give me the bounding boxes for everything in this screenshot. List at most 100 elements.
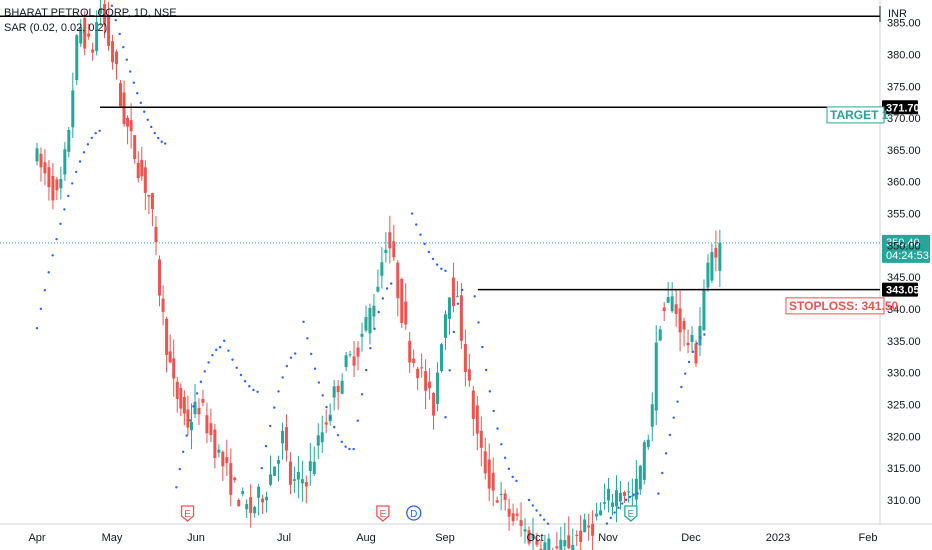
sar-dot bbox=[385, 287, 389, 290]
sar-dot bbox=[329, 416, 332, 419]
candle-body bbox=[312, 461, 316, 474]
candle-body bbox=[348, 354, 352, 356]
candle-body bbox=[245, 504, 249, 510]
candle-body bbox=[714, 247, 718, 258]
candle-body bbox=[225, 457, 229, 464]
level-price-tag[interactable] bbox=[882, 282, 918, 297]
sar-dot bbox=[218, 346, 222, 349]
candle-body bbox=[630, 495, 634, 497]
candle-body bbox=[51, 175, 55, 201]
candle-body bbox=[179, 388, 183, 409]
sar-dot bbox=[632, 493, 635, 496]
sar-dot bbox=[336, 434, 340, 437]
dividend-marker[interactable] bbox=[406, 505, 422, 521]
candle-body bbox=[674, 304, 678, 314]
candle-body bbox=[404, 301, 408, 325]
sar-dot bbox=[484, 368, 488, 372]
candle-body bbox=[479, 430, 483, 448]
earnings-marker[interactable] bbox=[624, 505, 638, 522]
sar-dot bbox=[695, 342, 698, 345]
level-price-label[interactable]: 371.70 bbox=[886, 102, 920, 114]
sar-dot bbox=[231, 358, 234, 361]
sar-dot bbox=[302, 320, 305, 323]
candle-body bbox=[324, 422, 328, 425]
sar-dot bbox=[461, 288, 464, 292]
sar-dot bbox=[227, 349, 230, 352]
time-tick-label: Nov bbox=[598, 532, 618, 544]
earnings-marker[interactable] bbox=[376, 505, 390, 522]
candle-body bbox=[447, 297, 451, 319]
sar-dot bbox=[661, 471, 664, 475]
symbol-title[interactable]: BHARAT PETROL CORP, 1D, NSE bbox=[4, 7, 177, 19]
indicator-label[interactable]: SAR (0.02, 0.02, 0.2) bbox=[4, 22, 108, 34]
candle-body bbox=[666, 297, 670, 303]
candle-body bbox=[47, 167, 51, 188]
candle-body bbox=[280, 430, 284, 444]
last-price-tag[interactable] bbox=[882, 234, 930, 263]
price-axis[interactable]: 310.00 315.00 320.00 325.00 330.00 335.00 340.… bbox=[879, 6, 921, 507]
candle-body bbox=[122, 92, 126, 125]
candle-body bbox=[67, 129, 71, 152]
candle-body bbox=[292, 479, 296, 481]
sar-dot bbox=[164, 142, 167, 145]
sar-dot bbox=[71, 182, 74, 185]
event-marker-glyph: E bbox=[628, 509, 635, 520]
sar-dot bbox=[332, 425, 336, 429]
sar-dot bbox=[381, 297, 385, 300]
candle-body bbox=[591, 523, 595, 536]
event-marker-glyph: D bbox=[410, 509, 417, 520]
candle-body bbox=[201, 398, 205, 403]
candle-body bbox=[99, 8, 103, 14]
sar-dot bbox=[325, 405, 328, 409]
candle-body bbox=[95, 22, 99, 52]
grid-lines bbox=[0, 0, 932, 525]
level-price-tag[interactable] bbox=[882, 100, 918, 115]
sar-dot bbox=[624, 498, 628, 502]
candle-body bbox=[115, 51, 119, 64]
earnings-marker[interactable] bbox=[180, 505, 195, 522]
sar-dot bbox=[188, 419, 192, 422]
candle-body bbox=[221, 451, 225, 467]
candle-body bbox=[140, 159, 144, 177]
sar-dot bbox=[136, 91, 139, 95]
price-tick-label: 340.00 bbox=[887, 304, 921, 316]
candle-body bbox=[197, 407, 201, 415]
time-tick-label: Sep bbox=[435, 532, 455, 544]
candle-body bbox=[507, 508, 511, 517]
candle-body bbox=[626, 491, 630, 493]
sar-dot bbox=[546, 522, 550, 525]
sar-dot bbox=[488, 390, 492, 393]
time-axis[interactable]: Apr May Jun Jul Aug Sep Oct Nov Dec 2023 Feb bbox=[28, 532, 877, 544]
candle-body bbox=[265, 496, 269, 501]
candle-body bbox=[587, 525, 591, 528]
candle-body bbox=[63, 149, 67, 175]
candle-body bbox=[515, 513, 519, 516]
candle-body bbox=[147, 194, 151, 197]
sar-dot bbox=[419, 233, 422, 236]
candle-body bbox=[412, 358, 416, 364]
sar-dot bbox=[260, 466, 263, 470]
sar-dot bbox=[78, 160, 82, 163]
candle-body bbox=[168, 351, 172, 363]
sar-dot bbox=[125, 58, 128, 61]
sar-dot bbox=[613, 511, 616, 514]
candle-body bbox=[143, 167, 147, 193]
level-price-label[interactable]: 343.05 bbox=[886, 285, 920, 297]
sar-dot bbox=[352, 447, 355, 451]
last-price-label: 350.40 bbox=[886, 237, 920, 249]
sar-dot bbox=[542, 518, 546, 521]
sar-dot bbox=[435, 263, 439, 266]
candle-body bbox=[471, 390, 475, 420]
sar-dot bbox=[146, 118, 149, 121]
sar-dot bbox=[132, 81, 135, 84]
candle-body bbox=[111, 41, 115, 63]
candle-body bbox=[527, 530, 531, 544]
target-box bbox=[826, 106, 885, 124]
time-tick-label: Dec bbox=[681, 532, 701, 544]
candle-body bbox=[559, 539, 563, 550]
candle-body bbox=[304, 482, 308, 487]
sar-dot bbox=[153, 131, 156, 135]
